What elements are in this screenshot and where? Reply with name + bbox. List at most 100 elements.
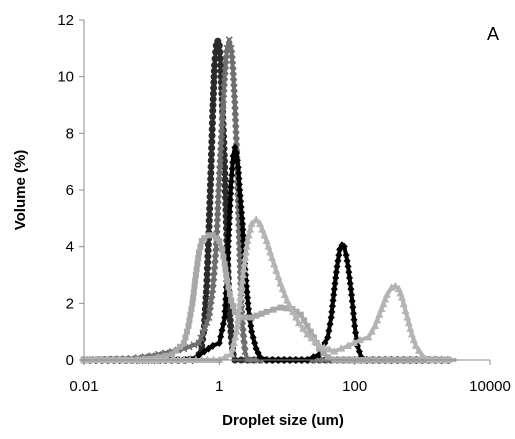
series-5-point — [227, 349, 236, 358]
series-5-point — [403, 313, 412, 321]
series-2-point — [219, 107, 227, 115]
series-5-point — [168, 355, 177, 363]
series-3-point — [239, 225, 247, 234]
series-5-point — [231, 332, 240, 341]
series-3-point — [244, 293, 252, 302]
series-5-point — [264, 242, 273, 250]
series-3-point — [235, 174, 243, 183]
y-tick-label: 8 — [66, 125, 74, 142]
series-2-point — [228, 56, 236, 64]
series-5-point — [280, 290, 289, 298]
series-2-point — [239, 328, 247, 336]
series-1-point — [216, 55, 224, 63]
series-3-point — [219, 319, 227, 328]
series-4-point — [307, 328, 314, 335]
series-2-point — [220, 90, 228, 98]
series-2-point — [217, 148, 225, 156]
series-5-point — [247, 219, 256, 227]
series-2-point — [214, 201, 222, 209]
series-2-point — [218, 118, 226, 126]
x-tick-label: 1 — [215, 378, 223, 395]
series-5-point — [367, 327, 376, 335]
y-axis-title: Volume (%) — [12, 150, 29, 231]
series-3-point — [321, 339, 329, 347]
series-2-point — [212, 249, 220, 257]
series-2-point — [240, 341, 248, 349]
series-5-point — [426, 355, 435, 363]
series-4 — [81, 232, 457, 363]
series-2-point — [220, 78, 228, 86]
series-1-point — [221, 176, 229, 184]
series-4-point — [324, 354, 331, 361]
series-2-point — [208, 291, 216, 299]
series-1-point — [202, 288, 210, 296]
series-5-point — [239, 264, 248, 273]
series-3-point — [228, 164, 236, 173]
series-1-point — [207, 157, 215, 165]
series-4-point — [192, 272, 199, 278]
series-5-point — [307, 333, 316, 342]
series-5-point — [237, 281, 246, 290]
series-1-point — [208, 132, 216, 140]
series-5-point — [330, 347, 339, 355]
series-5-point — [266, 247, 275, 256]
series-3-point — [221, 301, 229, 310]
series-1-point — [206, 193, 214, 201]
series-3-point — [239, 220, 247, 228]
series-4-point — [220, 253, 227, 260]
series-5-point — [240, 259, 249, 267]
series-5-point — [303, 330, 312, 338]
series-2-point — [230, 84, 238, 92]
series-1-point — [206, 205, 214, 213]
series-4-point — [209, 232, 216, 239]
series-3-point — [343, 256, 351, 265]
series-1-point — [203, 270, 211, 278]
series-3-point — [237, 197, 245, 206]
series-4-point — [228, 297, 235, 304]
series-4-point — [301, 317, 308, 324]
series-2-point — [231, 113, 239, 121]
series-1-point — [202, 299, 210, 307]
series-4-point — [248, 314, 255, 321]
series-4-point — [195, 255, 202, 261]
series-2-point — [218, 112, 227, 120]
series-2-point — [229, 73, 238, 81]
series-5-point — [432, 355, 441, 363]
series-1-point — [207, 150, 215, 158]
series-5-point — [438, 355, 447, 363]
series-5-point — [233, 315, 242, 324]
series-5-point — [256, 219, 265, 227]
series-4-point — [258, 310, 265, 317]
series-1-point — [208, 125, 216, 133]
series-5-point — [382, 290, 391, 298]
series-1-point — [209, 95, 217, 103]
series-4-point — [190, 289, 197, 295]
series-5-point — [350, 338, 359, 346]
series-5-point — [260, 230, 269, 239]
series-5-point — [237, 287, 246, 295]
series-2-point — [216, 160, 224, 168]
series-5-point — [150, 355, 159, 363]
series-4-point — [173, 347, 180, 354]
series-4-point — [190, 294, 197, 301]
series-3-point — [226, 213, 234, 222]
series-4-point — [304, 323, 311, 329]
series-1-point — [204, 240, 212, 248]
series-3-point — [235, 169, 243, 177]
series-5-point — [91, 355, 100, 363]
series-1-point — [209, 101, 217, 109]
series-4-point — [219, 246, 226, 253]
series-1-point — [209, 90, 217, 98]
series-4-point — [194, 260, 201, 267]
series-4-point — [216, 238, 223, 244]
series-5-point — [404, 318, 413, 327]
series-3-point — [340, 242, 348, 251]
series-5-point — [299, 324, 308, 332]
series-2-point — [231, 101, 239, 109]
series-5-point — [235, 304, 244, 312]
series-2-point — [209, 279, 217, 287]
series-2-point — [232, 119, 240, 127]
series-3-point — [309, 353, 317, 362]
series-1-point — [211, 55, 219, 63]
series-3-point — [224, 248, 232, 257]
